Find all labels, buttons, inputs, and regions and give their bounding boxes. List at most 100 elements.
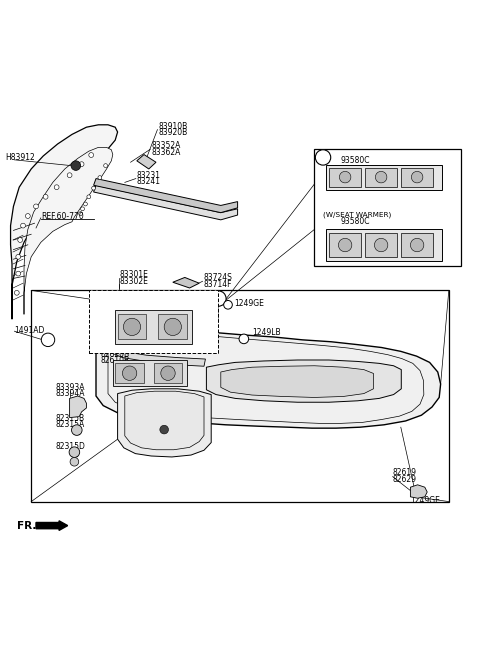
Circle shape [84,202,87,206]
Polygon shape [94,179,238,212]
Polygon shape [125,391,204,450]
Bar [326,165,442,190]
Text: 83231: 83231 [137,171,161,179]
Text: 82620B: 82620B [101,349,130,359]
Bar [326,229,442,261]
Circle shape [122,366,137,380]
Polygon shape [70,396,86,417]
Bar [401,167,433,187]
Circle shape [339,171,351,183]
Text: 83301E: 83301E [120,270,149,279]
Text: 83920B: 83920B [158,128,188,138]
Circle shape [315,150,331,165]
Polygon shape [94,185,238,220]
Bar [329,233,361,257]
Text: 82629: 82629 [393,474,417,484]
Bar [365,233,397,257]
Circle shape [211,291,226,306]
Circle shape [71,161,81,171]
Circle shape [16,271,21,276]
Text: 83610B: 83610B [96,300,125,309]
Circle shape [239,334,249,343]
Circle shape [375,171,387,183]
Text: 83910B: 83910B [158,122,188,131]
Circle shape [21,223,25,228]
Bar [118,314,146,339]
Text: 83362A: 83362A [151,148,180,157]
Circle shape [92,186,96,190]
Text: H83912: H83912 [5,153,35,162]
Text: 1491AD: 1491AD [14,326,45,335]
Circle shape [411,171,423,183]
Circle shape [18,238,23,243]
Text: 82315B: 82315B [55,414,84,423]
Circle shape [69,447,80,458]
Circle shape [87,195,91,199]
Circle shape [374,239,388,252]
Text: 83241: 83241 [137,177,161,186]
Bar [89,290,218,353]
Polygon shape [24,147,113,314]
Text: 82610B: 82610B [101,356,130,365]
Bar [115,310,192,344]
Bar [401,233,433,257]
Circle shape [79,212,83,216]
Circle shape [70,458,79,466]
Bar [314,149,461,266]
Circle shape [41,333,55,347]
Polygon shape [206,360,401,403]
Polygon shape [410,485,427,498]
Bar [329,167,361,187]
FancyArrow shape [36,521,68,530]
Text: 1249GE: 1249GE [234,299,264,308]
Text: 1249GE: 1249GE [410,496,440,505]
Text: 83724S: 83724S [204,273,233,282]
Circle shape [410,239,424,252]
Polygon shape [118,389,211,457]
Circle shape [89,153,94,157]
Circle shape [43,194,48,199]
Circle shape [160,425,168,434]
Text: (W/SIDE MANUAL): (W/SIDE MANUAL) [93,295,158,302]
Polygon shape [11,125,118,319]
Text: 93580C: 93580C [341,217,370,226]
Text: (W/SEAT WARMER): (W/SEAT WARMER) [323,212,391,218]
Text: 83302E: 83302E [120,277,149,286]
Circle shape [72,425,82,435]
Text: FR.: FR. [17,521,36,531]
Polygon shape [111,345,205,366]
Text: 83352A: 83352A [151,141,180,150]
Circle shape [79,162,84,167]
Circle shape [161,366,175,380]
Text: 83620B: 83620B [96,306,125,316]
Bar [154,363,182,383]
Polygon shape [221,366,373,397]
Text: a: a [321,153,325,162]
Text: 82619: 82619 [393,468,417,477]
Text: 82315A: 82315A [55,420,84,429]
Text: 83714F: 83714F [204,280,232,289]
Circle shape [104,164,108,167]
Text: REF.60-770: REF.60-770 [41,212,84,221]
Circle shape [98,175,102,179]
Bar [365,167,397,187]
Bar [113,360,187,386]
Polygon shape [137,155,156,169]
Text: 83394A: 83394A [55,389,84,398]
Polygon shape [96,300,441,428]
Circle shape [123,319,141,335]
Circle shape [164,319,181,335]
Bar [115,363,144,383]
Text: 83393A: 83393A [55,383,84,392]
Text: 82315D: 82315D [55,442,85,451]
Bar [158,314,187,339]
Circle shape [25,214,30,218]
Bar [31,290,449,501]
Circle shape [338,239,352,252]
Circle shape [54,185,59,190]
Circle shape [16,255,21,259]
Circle shape [67,173,72,177]
Circle shape [81,207,84,211]
Text: 93580C: 93580C [341,157,370,165]
Text: 1249LB: 1249LB [252,328,281,337]
